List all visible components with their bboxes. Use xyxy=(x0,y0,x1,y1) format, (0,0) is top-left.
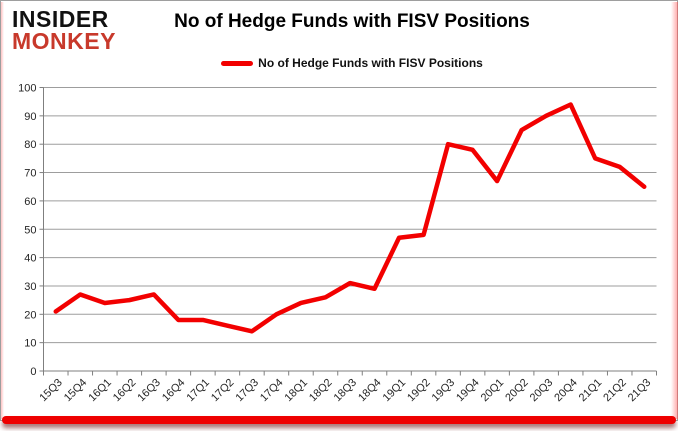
x-tick-label: 17Q3 xyxy=(234,377,262,405)
x-tick-label: 17Q4 xyxy=(258,377,286,405)
x-tick-label: 21Q1 xyxy=(577,377,605,405)
x-tick-label: 18Q1 xyxy=(283,377,311,405)
x-tick-label: 21Q2 xyxy=(601,377,629,405)
x-tick-label: 20Q1 xyxy=(479,377,507,405)
data-line-series xyxy=(53,102,647,334)
chart-legend: No of Hedge Funds with FISV Positions xyxy=(44,56,660,70)
legend-label: No of Hedge Funds with FISV Positions xyxy=(258,56,483,70)
x-tick-label: 17Q1 xyxy=(184,377,212,405)
x-tick-label: 15Q3 xyxy=(37,377,65,405)
y-tick-label: 90 xyxy=(24,111,36,123)
y-tick-label: 80 xyxy=(24,139,36,151)
y-tick-label: 10 xyxy=(24,338,36,350)
chart-title: No of Hedge Funds with FISV Positions xyxy=(174,11,530,32)
left-red-glow xyxy=(1,2,4,419)
x-tick-label: 21Q3 xyxy=(626,377,654,405)
y-tick-label: 70 xyxy=(24,168,36,180)
logo-line-monkey: MONKEY xyxy=(12,28,116,54)
x-tick-label: 18Q2 xyxy=(307,377,335,405)
y-tick-label: 60 xyxy=(24,196,36,208)
right-red-glow xyxy=(671,2,678,419)
x-tick-label: 16Q1 xyxy=(86,377,114,405)
x-tick-label: 20Q3 xyxy=(528,377,556,405)
x-tick-label: 16Q4 xyxy=(160,377,188,405)
y-tick-label: 40 xyxy=(24,253,36,265)
insider-monkey-logo: INSIDER MONKEY xyxy=(12,6,116,54)
y-tick-label: 0 xyxy=(30,366,36,378)
x-tick-label: 16Q2 xyxy=(111,377,139,405)
x-tick-label: 16Q3 xyxy=(135,377,163,405)
bottom-red-bar xyxy=(2,416,676,424)
x-tick-label: 20Q2 xyxy=(503,377,531,405)
y-tick-label: 50 xyxy=(24,224,36,236)
logo-line-insider: INSIDER xyxy=(12,6,109,32)
y-tick-label: 20 xyxy=(24,309,36,321)
y-tick-label: 100 xyxy=(18,83,36,95)
x-tick-label: 19Q3 xyxy=(430,377,458,405)
x-tick-label: 19Q2 xyxy=(405,377,433,405)
y-tick-label: 30 xyxy=(24,281,36,293)
x-tick-label: 19Q4 xyxy=(454,377,482,405)
x-tick-label: 15Q4 xyxy=(62,377,90,405)
x-tick-label: 20Q4 xyxy=(552,377,580,405)
legend-line-swatch xyxy=(221,60,254,66)
x-tick-label: 18Q3 xyxy=(332,377,360,405)
x-tick-label: 17Q2 xyxy=(209,377,237,405)
x-tick-label: 19Q1 xyxy=(381,377,409,405)
x-tick-label: 18Q4 xyxy=(356,377,384,405)
